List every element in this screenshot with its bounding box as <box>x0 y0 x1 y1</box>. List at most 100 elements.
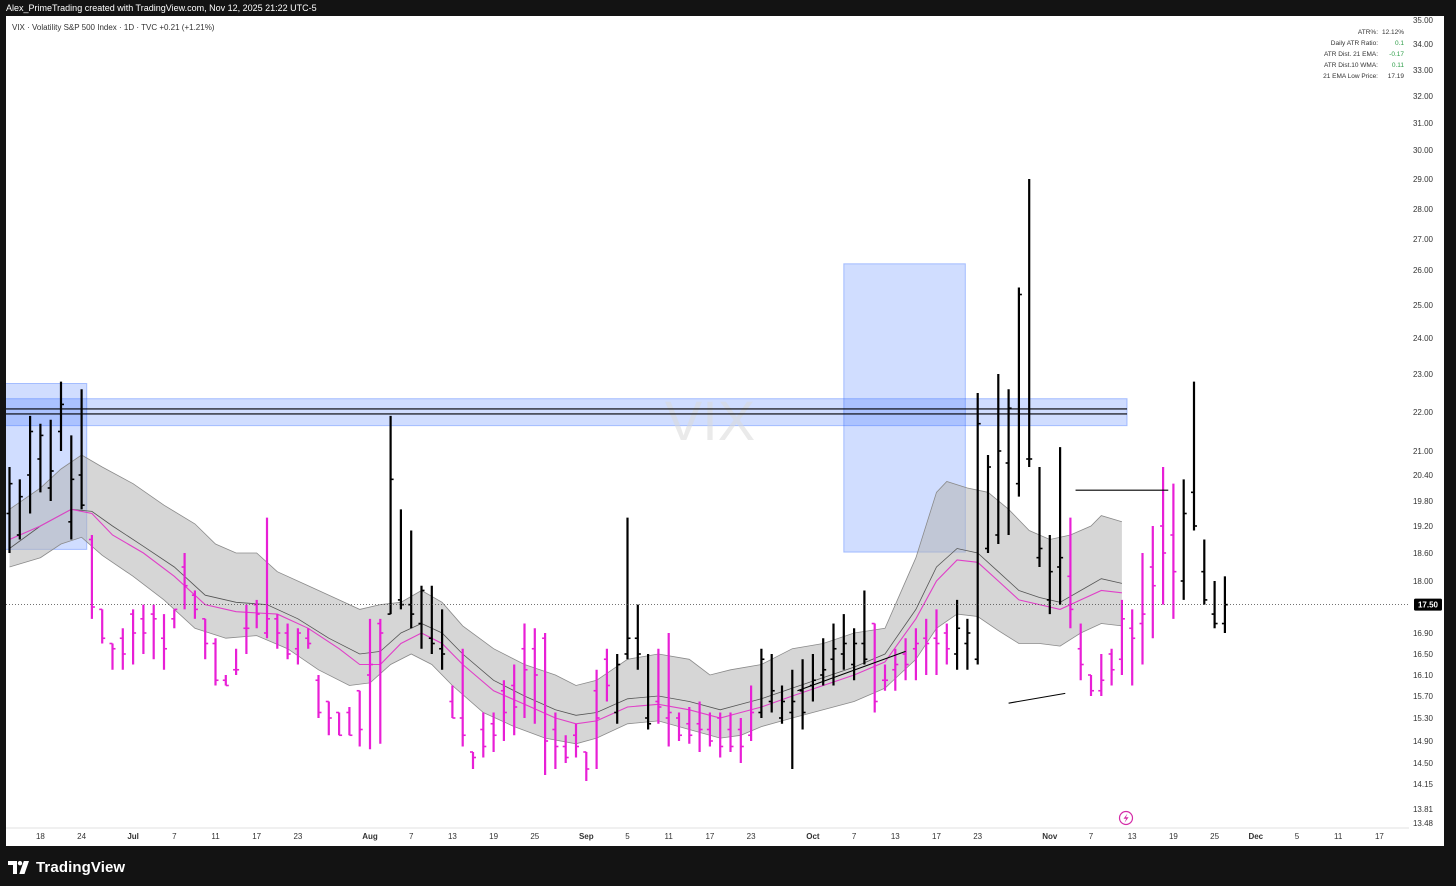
ohlc-bar <box>573 723 579 758</box>
ohlc-bar <box>490 712 497 752</box>
chart-credit-bar: Alex_PrimeTrading created with TradingVi… <box>0 0 1456 16</box>
stats-row-label: 21 EMA Low Price: <box>1323 73 1378 80</box>
ohlc-bars <box>6 179 1228 781</box>
time-tick-label: 23 <box>747 832 756 841</box>
price-tick-label: 20.40 <box>1413 471 1434 480</box>
ohlc-bar <box>1088 674 1094 696</box>
ohlc-bar <box>1139 553 1146 665</box>
ohlc-bar <box>88 535 95 619</box>
stats-row-value: 0.11 <box>1392 62 1405 69</box>
ohlc-bar <box>974 393 981 665</box>
ohlc-bar <box>119 628 126 670</box>
price-tick-label: 35.00 <box>1413 16 1434 25</box>
chart-credit-text: Alex_PrimeTrading created with TradingVi… <box>6 3 317 13</box>
ohlc-bar <box>470 751 476 769</box>
ohlc-bar <box>222 675 229 687</box>
ohlc-bar <box>140 604 147 654</box>
time-axis[interactable]: 18 24 Jul 7 11 17 23 Aug 7 13 19 25 Sep 5 11 17 23 Oct 7 13… <box>6 827 1409 841</box>
tradingview-logo[interactable]: TradingView <box>8 858 125 876</box>
ohlc-bar <box>1015 287 1022 497</box>
time-tick-label: 17 <box>252 832 261 841</box>
ohlc-bar <box>985 455 991 553</box>
time-tick-label: 7 <box>172 832 177 841</box>
ohlc-bar <box>779 685 785 724</box>
ohlc-bar <box>583 751 590 781</box>
vix-ohlc-chart[interactable]: VIX 35.00 34.00 33.00 32.00 31.00 30.00 29.00 2… <box>3 16 1444 846</box>
lightning-icon[interactable] <box>1118 810 1134 826</box>
ohlc-bar <box>150 604 157 660</box>
price-tick-label: 27.00 <box>1413 235 1434 244</box>
ohlc-bar <box>789 669 796 769</box>
ohlc-bar <box>346 707 353 737</box>
stats-row-label: ATR Dist. 21 EMA: <box>1324 51 1378 58</box>
time-tick-label: 11 <box>1334 832 1343 841</box>
price-axis[interactable]: 35.00 34.00 33.00 32.00 31.00 30.00 29.00 28.00… <box>1409 16 1444 846</box>
ohlc-bar <box>717 712 724 758</box>
watermark: VIX <box>665 389 755 452</box>
ohlc-bar <box>1201 539 1208 605</box>
ohlc-bar <box>758 648 765 718</box>
ohlc-bar <box>933 609 940 675</box>
ohlc-bar <box>1026 179 1033 467</box>
ohlc-bar <box>676 712 682 741</box>
price-tick-label: 25.00 <box>1413 301 1434 310</box>
trendline <box>1008 692 1066 704</box>
price-tick-label: 14.50 <box>1413 759 1434 768</box>
price-tick-label: 29.00 <box>1413 175 1434 184</box>
ohlc-bar <box>202 618 209 660</box>
price-tick-label: 13.48 <box>1413 819 1434 828</box>
ohlc-bar <box>428 585 435 654</box>
ohlc-bar <box>593 669 600 769</box>
ohlc-bar <box>68 435 75 540</box>
time-tick-label: 25 <box>1210 832 1219 841</box>
ohlc-bar <box>449 685 456 719</box>
ohlc-bar <box>645 654 652 730</box>
ohlc-bar <box>1005 389 1012 535</box>
ema-line <box>9 508 1122 725</box>
ohlc-bar <box>294 628 301 665</box>
price-tick-label: 18.00 <box>1413 577 1434 586</box>
ohlc-bar <box>665 633 672 747</box>
time-tick-label: Aug <box>362 832 378 841</box>
ohlc-bar <box>634 604 641 670</box>
atr-stats-table: ATR%: 12.12% Daily ATR Ratio: 0.1 ATR Dist. … <box>1323 29 1404 80</box>
time-tick-label: 5 <box>625 832 630 841</box>
ohlc-bar <box>861 590 868 665</box>
horizontal-lines <box>4 408 1128 415</box>
price-tick-label: 22.00 <box>1413 408 1434 417</box>
ohlc-bar <box>1036 467 1043 567</box>
price-tick-label: 28.00 <box>1413 205 1434 214</box>
ohlc-bar <box>892 648 899 691</box>
band-lower-line <box>9 536 1122 745</box>
price-tick-label: 15.30 <box>1413 714 1434 723</box>
ohlc-bar <box>1180 479 1187 600</box>
ohlc-bar <box>748 685 755 741</box>
ohlc-bar <box>1129 609 1136 686</box>
ohlc-bar <box>851 628 858 681</box>
time-tick-label: Jul <box>127 832 139 841</box>
time-tick-label: 11 <box>211 832 220 841</box>
ohlc-bar <box>387 415 394 615</box>
ohlc-bar <box>954 599 961 670</box>
ohlc-bar <box>171 608 178 629</box>
last-price-tag <box>1414 598 1442 611</box>
ohlc-bar <box>706 712 713 747</box>
ohlc-bar <box>325 700 332 736</box>
time-tick-label: Sep <box>579 832 594 841</box>
price-tick-label: 21.00 <box>1413 447 1434 456</box>
ohlc-bar <box>480 712 487 758</box>
footer-bar: TradingView <box>0 846 1456 886</box>
ohlc-bar <box>614 654 621 724</box>
ohlc-bar <box>1067 517 1074 629</box>
stats-row-label: ATR Dist.10 WMA: <box>1324 62 1378 69</box>
ohlc-bar <box>500 680 507 741</box>
ohlc-bar <box>1098 654 1105 696</box>
price-tick-label: 18.60 <box>1413 549 1434 558</box>
price-tick-label: 30.00 <box>1413 146 1434 155</box>
price-tick-label: 16.10 <box>1413 671 1434 680</box>
chart-frame[interactable]: VIX 35.00 34.00 33.00 32.00 31.00 30.00 29.00 2… <box>3 16 1444 846</box>
ohlc-bar <box>161 614 167 670</box>
time-tick-label: 25 <box>530 832 539 841</box>
ohlc-bar <box>871 622 878 713</box>
tradingview-logo-icon <box>8 860 29 874</box>
